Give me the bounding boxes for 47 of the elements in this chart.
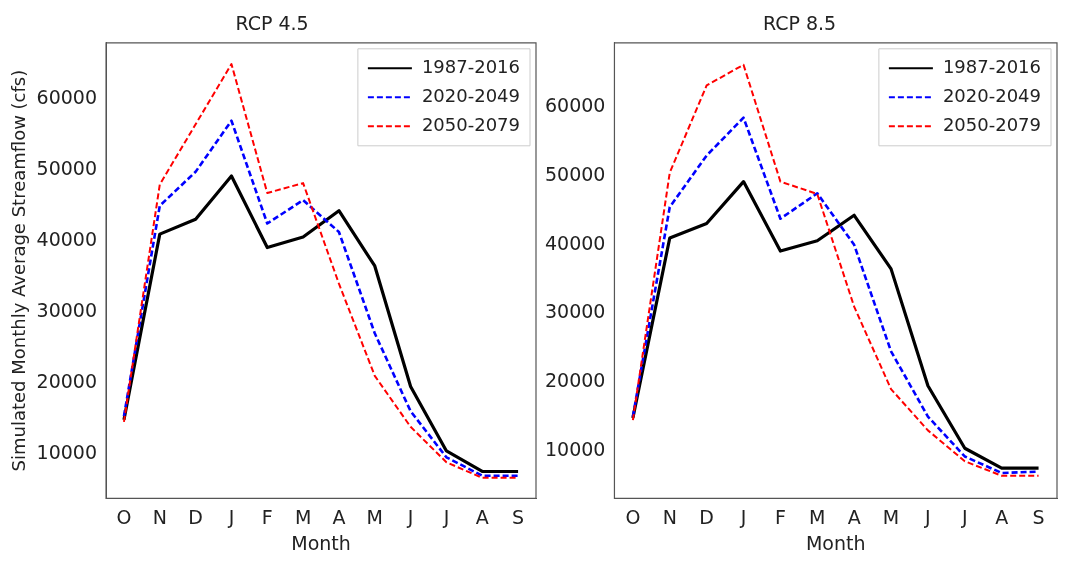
chart-title: RCP 8.5 — [762, 12, 837, 35]
y-tick-label: 50000 — [544, 163, 606, 186]
legend-label: 2020-2049 — [942, 84, 1042, 106]
x-tick-label: M — [809, 505, 826, 528]
x-tick-label: A — [847, 505, 861, 528]
y-tick-label: 30000 — [36, 298, 98, 321]
legend-label: 2050-2079 — [421, 113, 521, 135]
x-tick-label: N — [662, 505, 677, 528]
legend-label: 2050-2079 — [942, 113, 1042, 135]
x-tick-label: D — [188, 505, 203, 528]
x-axis-title: Month — [805, 531, 866, 554]
x-tick-label: N — [152, 505, 167, 528]
y-tick-label: 10000 — [36, 440, 98, 463]
x-tick-label: O — [116, 505, 132, 528]
x-tick-label: M — [882, 505, 900, 528]
y-tick-label: 30000 — [544, 300, 606, 323]
chart-title: RCP 4.5 — [235, 12, 309, 35]
x-tick-label: J — [227, 505, 235, 528]
y-tick-label: 40000 — [544, 231, 606, 254]
x-tick-label: M — [294, 505, 312, 528]
x-tick-label: J — [961, 505, 968, 528]
x-tick-label: M — [366, 505, 383, 528]
x-tick-label: D — [699, 505, 714, 528]
x-tick-label: J — [739, 505, 747, 528]
x-tick-label: S — [1032, 505, 1045, 528]
legend-label: 1987-2016 — [421, 55, 521, 77]
x-tick-label: F — [261, 505, 273, 528]
y-axis-title: Simulated Monthly Average Streamflow (cfs) — [8, 69, 30, 472]
x-tick-label: J — [924, 505, 931, 528]
x-tick-label: J — [406, 505, 414, 528]
x-tick-label: J — [442, 505, 450, 528]
y-tick-label: 60000 — [544, 94, 606, 117]
x-tick-label: A — [332, 505, 346, 528]
x-axis-title: Month — [291, 531, 351, 554]
x-tick-label: O — [625, 505, 641, 528]
y-tick-label: 20000 — [544, 369, 606, 392]
y-tick-label: 60000 — [36, 86, 98, 109]
x-tick-label: A — [995, 505, 1009, 528]
y-tick-label: 10000 — [544, 437, 606, 460]
y-tick-label: 20000 — [36, 369, 98, 392]
x-tick-label: A — [475, 505, 489, 528]
legend-label: 2020-2049 — [421, 84, 521, 106]
legend-label: 1987-2016 — [942, 55, 1042, 77]
x-tick-label: S — [512, 505, 525, 528]
y-tick-label: 40000 — [36, 228, 98, 251]
y-tick-label: 50000 — [36, 157, 98, 180]
x-tick-label: F — [774, 505, 786, 528]
